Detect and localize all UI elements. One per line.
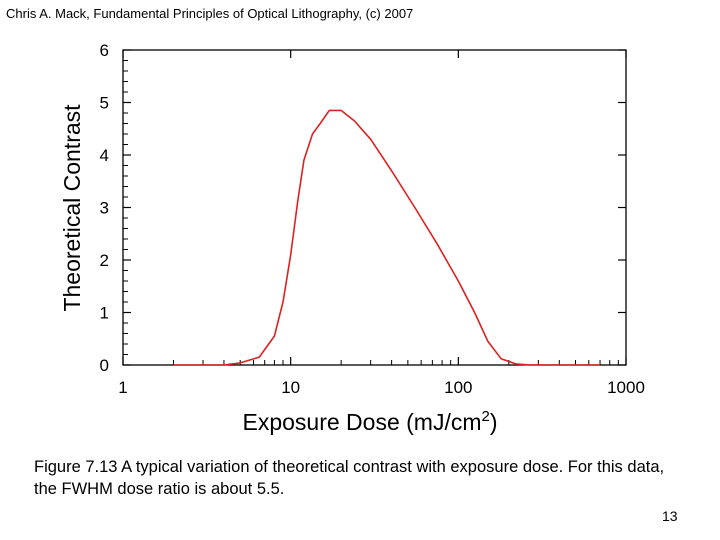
y-tick-label: 4 bbox=[100, 146, 109, 165]
x-axis-title: Exposure Dose (mJ/cm2) bbox=[242, 408, 497, 435]
page-number: 13 bbox=[662, 508, 678, 524]
y-tick-label: 6 bbox=[100, 41, 109, 60]
figure-caption: Figure 7.13 A typical variation of theor… bbox=[34, 458, 665, 498]
y-tick-label: 1 bbox=[100, 304, 109, 323]
ticks-layer bbox=[122, 49, 627, 366]
series-layer bbox=[173, 109, 600, 366]
y-axis-title: Theoretical Contrast bbox=[59, 104, 85, 312]
citation-header: Chris A. Mack, Fundamental Principles of… bbox=[6, 6, 414, 21]
x-tick-label: 10 bbox=[281, 378, 300, 397]
y-tick-label: 0 bbox=[100, 356, 109, 375]
x-axis-title-end: ) bbox=[490, 409, 498, 435]
x-tick-label: 100 bbox=[444, 378, 472, 397]
x-axis-title-main: Exposure Dose (mJ/cm bbox=[242, 409, 481, 435]
axes-layer bbox=[122, 49, 627, 366]
plot-frame bbox=[122, 49, 627, 366]
x-tick-label: 1000 bbox=[607, 378, 645, 397]
x-tick-label: 1 bbox=[118, 378, 127, 397]
y-tick-label: 5 bbox=[100, 94, 109, 113]
x-axis-title-superscript: 2 bbox=[482, 408, 490, 425]
contrast-series-line bbox=[173, 109, 600, 366]
y-tick-label: 3 bbox=[100, 199, 109, 218]
y-tick-label: 2 bbox=[100, 251, 109, 270]
